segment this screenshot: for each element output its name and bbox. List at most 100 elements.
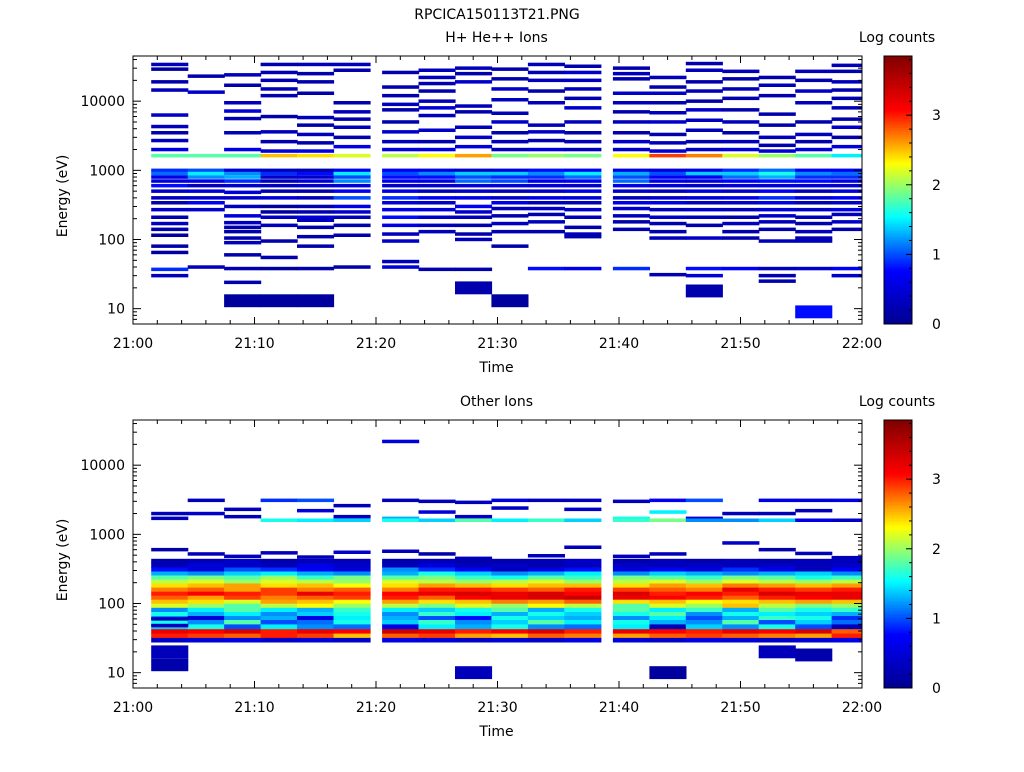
heatmap-cell	[418, 207, 456, 212]
heatmap-cell	[685, 498, 723, 503]
heatmap-cell	[649, 574, 687, 580]
heatmap-cell	[260, 149, 298, 153]
heatmap-cell	[151, 124, 189, 129]
colorbar-segment	[884, 446, 912, 450]
colorbar-segment	[884, 241, 912, 245]
heatmap-cell	[612, 71, 650, 76]
heatmap-cell	[151, 617, 189, 621]
heatmap-cell	[187, 633, 225, 638]
heatmap-cell	[758, 583, 796, 588]
colorbar-segment	[884, 259, 912, 262]
colorbar-segment	[884, 198, 912, 202]
colorbar-segment	[884, 676, 912, 680]
heatmap-cell	[224, 558, 262, 564]
heatmap-cell	[224, 153, 262, 158]
heatmap-cell	[491, 77, 529, 81]
heatmap-cell	[187, 183, 225, 188]
colorbar-segment	[884, 196, 912, 200]
heatmap-cell	[187, 201, 225, 205]
colorbar-segment	[884, 554, 912, 557]
heatmap-cell	[758, 189, 796, 193]
colorbar-frame	[883, 419, 913, 689]
heatmap-cell	[224, 131, 262, 135]
heatmap-cell	[831, 179, 862, 183]
heatmap-cell	[455, 562, 493, 568]
heatmap-cell	[685, 61, 723, 66]
heatmap-cell	[151, 131, 189, 135]
colorbar-segment	[884, 632, 912, 635]
heatmap-cell	[831, 168, 862, 173]
heatmap-cell	[685, 168, 723, 173]
heatmap-cell	[685, 603, 723, 608]
heatmap-cell	[831, 144, 862, 149]
heatmap-cell	[685, 68, 723, 72]
colorbar-tick-label: 0	[932, 681, 941, 697]
heatmap-cell	[758, 179, 796, 183]
colorbar-segment	[884, 64, 912, 68]
colorbar-segment	[884, 297, 912, 300]
heatmap-cell	[418, 566, 456, 572]
colorbar-segment	[884, 661, 912, 664]
colorbar-segment	[884, 498, 912, 501]
heatmap-cell	[685, 207, 723, 212]
colorbar-segment	[884, 574, 912, 577]
heatmap-cell	[418, 106, 456, 110]
colorbar-segment	[884, 268, 912, 271]
heatmap-cell	[649, 272, 687, 277]
heatmap-cell	[260, 583, 298, 588]
heatmap-cell	[333, 135, 371, 140]
heatmap-cell	[795, 583, 833, 588]
colorbar-segment	[884, 149, 912, 153]
heatmap-cell	[564, 196, 602, 200]
heatmap-cell	[297, 123, 335, 127]
colorbar-segment	[884, 223, 912, 227]
heatmap-cell	[491, 591, 529, 596]
heatmap-cell	[795, 101, 833, 105]
heatmap-cell	[382, 566, 420, 572]
heatmap-cell	[722, 637, 760, 643]
colorbar-segment	[884, 243, 912, 247]
heatmap-cell	[382, 223, 420, 228]
heatmap-cell	[418, 603, 456, 608]
x-tick-label: 22:00	[842, 700, 882, 716]
heatmap-cell	[685, 574, 723, 580]
heatmap-cell	[187, 595, 225, 600]
heatmap-cell	[297, 196, 335, 200]
heatmap-cell	[795, 207, 833, 212]
colorbar-segment	[884, 471, 912, 475]
colorbar-segment	[884, 194, 912, 198]
heatmap-cell	[297, 244, 335, 248]
heatmap-cell	[260, 637, 298, 643]
heatmap-cell	[187, 175, 225, 179]
heatmap-cell	[455, 144, 493, 149]
heatmap-cell	[151, 570, 189, 576]
heatmap-cell	[224, 603, 262, 608]
colorbar-segment	[884, 529, 912, 533]
heatmap-cell	[491, 628, 529, 634]
heatmap-cell	[187, 562, 225, 568]
heatmap-cell	[297, 587, 335, 592]
heatmap-cell	[491, 179, 529, 183]
heatmap-cell	[722, 570, 760, 576]
heatmap-cell	[491, 558, 529, 564]
heatmap-cell	[224, 175, 262, 179]
colorbar-segment	[884, 449, 912, 452]
heatmap-cell	[527, 266, 565, 271]
heatmap-cell	[418, 619, 456, 625]
heatmap-cell	[795, 498, 833, 503]
colorbar-segment	[884, 158, 912, 162]
heatmap-cell	[187, 558, 225, 564]
heatmap-cell	[722, 69, 760, 74]
heatmap-cell	[795, 196, 833, 200]
heatmap-cell	[612, 554, 650, 559]
heatmap-cell	[685, 595, 723, 600]
heatmap-cell	[612, 628, 650, 634]
heatmap-cell	[491, 294, 529, 308]
heatmap-cell	[297, 171, 335, 176]
heatmap-cell	[151, 168, 189, 173]
heatmap-cell	[297, 175, 335, 179]
heatmap-cell	[455, 603, 493, 608]
heatmap-cell	[297, 555, 335, 559]
heatmap-cell	[564, 558, 602, 564]
heatmap-cell	[831, 171, 862, 176]
